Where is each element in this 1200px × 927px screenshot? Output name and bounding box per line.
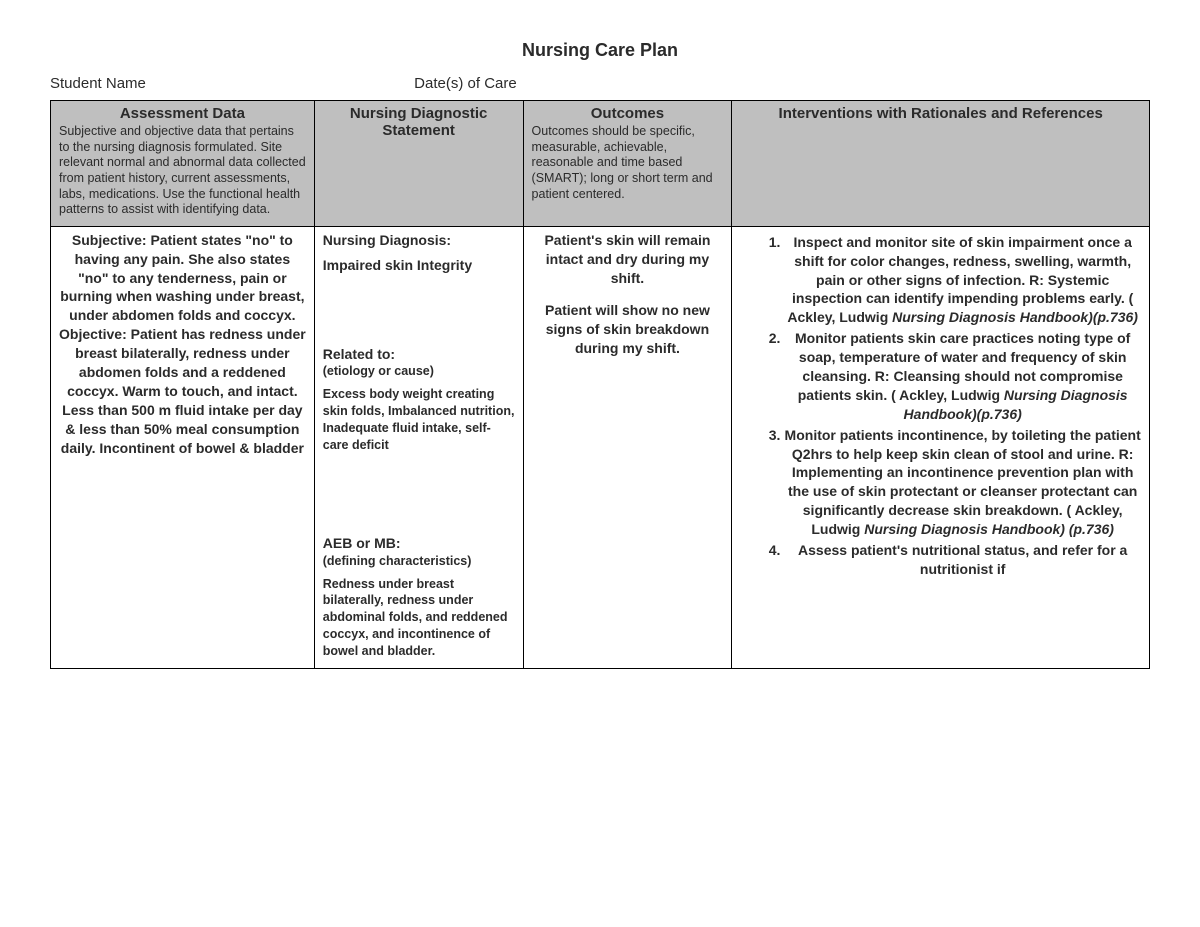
intervention-item: Inspect and monitor site of skin impairm… [784,233,1141,327]
student-name-label: Student Name [50,75,410,92]
outcomes-cell: Patient's skin will remain intact and dr… [523,226,732,668]
page-title: Nursing Care Plan [50,40,1150,61]
col-title: Nursing Diagnostic Statement [323,105,515,139]
diagnostic-cell: Nursing Diagnosis: Impaired skin Integri… [314,226,523,668]
outcome-text: Patient will show no new signs of skin b… [532,301,724,358]
intervention-item: Monitor patients skin care practices not… [784,329,1141,423]
interventions-cell: Inspect and monitor site of skin impairm… [732,226,1150,668]
col-title: Interventions with Rationales and Refere… [740,105,1141,122]
related-text: Excess body weight creating skin folds, … [323,386,515,454]
col-title: Assessment Data [59,105,306,122]
aeb-label: AEB or MB: [323,534,515,553]
assessment-cell: Subjective: Patient states "no" to havin… [51,226,315,668]
col-header-outcomes: Outcomes Outcomes should be specific, me… [523,101,732,227]
intervention-item: Assess patient's nutritional status, and… [784,541,1141,579]
col-header-interventions: Interventions with Rationales and Refere… [732,101,1150,227]
related-sub: (etiology or cause) [323,363,515,380]
col-desc: Outcomes should be specific, measurable,… [532,124,724,202]
related-label: Related to: [323,345,515,364]
aeb-sub: (defining characteristics) [323,553,515,570]
intervention-item: Monitor patients incontinence, by toilet… [784,426,1141,539]
aeb-text: Redness under breast bilaterally, rednes… [323,576,515,660]
care-plan-table: Assessment Data Subjective and objective… [50,100,1150,669]
col-header-assessment: Assessment Data Subjective and objective… [51,101,315,227]
col-desc: Subjective and objective data that perta… [59,124,306,218]
diagnosis-label: Nursing Diagnosis: [323,231,515,250]
date-of-care-label: Date(s) of Care [414,75,517,92]
diagnosis-text: Impaired skin Integrity [323,256,515,275]
interventions-list: Inspect and monitor site of skin impairm… [740,233,1141,579]
outcome-text: Patient's skin will remain intact and dr… [532,231,724,288]
meta-row: Student Name Date(s) of Care [50,75,1150,92]
col-header-diagnostic: Nursing Diagnostic Statement [314,101,523,227]
col-title: Outcomes [532,105,724,122]
table-row: Subjective: Patient states "no" to havin… [51,226,1150,668]
